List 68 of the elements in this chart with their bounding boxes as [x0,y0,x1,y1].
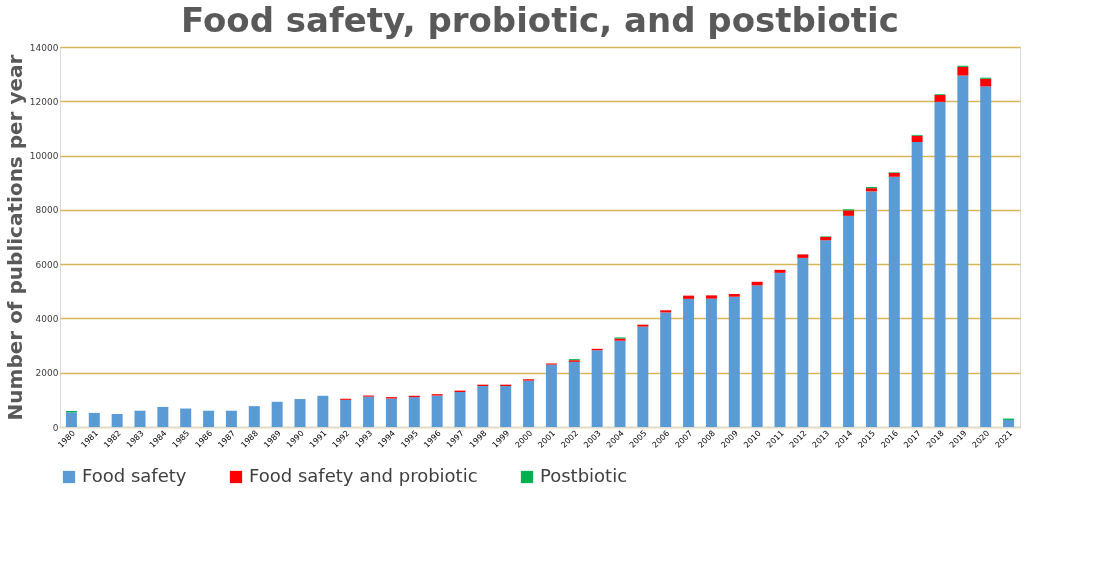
bar [180,408,192,427]
bar [340,399,352,427]
y-tick-label: 6000 [35,259,59,270]
bar [614,340,626,427]
bar [820,237,832,241]
bar [911,142,923,427]
bar [500,386,512,427]
bar [317,395,329,427]
bar [271,401,283,427]
bar [385,398,397,427]
bar [683,298,695,427]
bar [157,406,169,427]
bar [248,406,260,427]
y-tick-label: 2000 [35,368,59,379]
bar [934,101,946,427]
bar [477,386,489,427]
y-axis-title: Number of publications per year [2,54,27,421]
legend-label: Food safety [82,465,187,486]
bar [774,269,786,273]
bar [408,397,420,427]
bar [797,257,809,427]
bar [843,215,855,427]
bar [545,364,557,427]
bar [568,361,580,427]
bar [591,350,603,427]
bar [957,75,969,427]
y-tick-label: 10000 [29,151,59,162]
bar [523,380,535,427]
y-tick-label: 0 [52,422,59,433]
bar [751,285,763,427]
legend-label: Food safety and probiotic [249,465,478,486]
bar [957,66,969,76]
y-tick-label: 4000 [35,313,59,324]
bar [111,413,123,427]
bar [774,272,786,427]
y-tick-label: 14000 [29,42,59,53]
bar [911,135,923,142]
bar [843,210,855,216]
bar [660,312,672,427]
bar [1003,419,1015,427]
bar [797,254,809,258]
bar [88,412,100,427]
bar [431,395,443,427]
bar [134,410,146,427]
bar [225,410,237,427]
bar [934,95,946,102]
bar [660,310,672,313]
bar [705,298,717,427]
legend-label: Postbiotic [540,465,628,486]
bar [705,295,717,299]
bar [203,410,215,427]
bar [980,78,992,87]
bar [65,412,77,427]
bar [888,172,900,177]
bar [728,294,740,297]
y-tick-label: 12000 [29,96,59,107]
chart-title: Food safety, probiotic, and postbiotic [181,0,899,40]
bar [728,296,740,427]
bar [683,295,695,299]
bar [363,396,375,427]
bar [454,391,466,427]
bar [294,399,306,427]
bar [637,326,649,427]
bar [820,240,832,427]
bar [888,176,900,427]
bar [865,191,877,427]
y-tick-label: 8000 [35,205,59,216]
bar [980,86,992,427]
